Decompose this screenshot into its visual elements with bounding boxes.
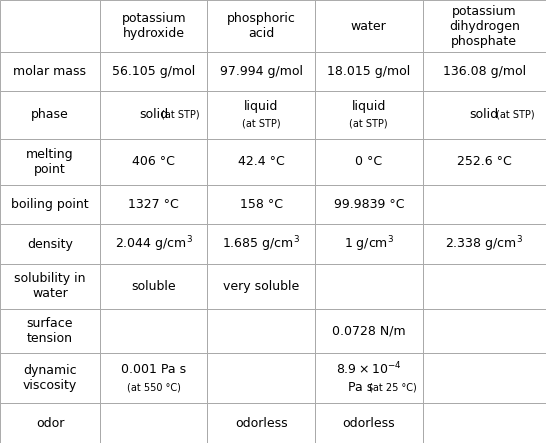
Bar <box>0 139 100 185</box>
Text: boiling point: boiling point <box>11 198 89 211</box>
Bar <box>207 52 315 91</box>
Bar <box>207 185 315 225</box>
Bar <box>423 139 546 185</box>
Text: very soluble: very soluble <box>223 280 299 293</box>
Text: (at STP): (at STP) <box>242 118 281 128</box>
Text: odorless: odorless <box>342 416 395 430</box>
Text: (at STP): (at STP) <box>161 110 200 120</box>
Bar <box>207 0 315 52</box>
Text: liquid: liquid <box>244 100 278 113</box>
Text: phase: phase <box>31 109 69 121</box>
Bar <box>315 354 423 403</box>
Text: density: density <box>27 238 73 251</box>
Bar <box>207 309 315 354</box>
Bar <box>100 264 207 309</box>
Text: solubility in
water: solubility in water <box>14 272 86 300</box>
Text: liquid: liquid <box>352 100 386 113</box>
Text: dynamic
viscosity: dynamic viscosity <box>23 364 77 392</box>
Text: 1.685 g/cm$^3$: 1.685 g/cm$^3$ <box>222 234 300 254</box>
Text: odor: odor <box>36 416 64 430</box>
Text: potassium
hydroxide: potassium hydroxide <box>121 12 186 40</box>
Text: 56.105 g/mol: 56.105 g/mol <box>112 65 195 78</box>
Bar <box>100 354 207 403</box>
Text: 2.044 g/cm$^3$: 2.044 g/cm$^3$ <box>115 234 193 254</box>
Text: 252.6 °C: 252.6 °C <box>457 155 512 168</box>
Text: (at 550 °C): (at 550 °C) <box>127 382 181 392</box>
Bar <box>423 91 546 139</box>
Text: 42.4 °C: 42.4 °C <box>238 155 284 168</box>
Bar <box>315 225 423 264</box>
Bar <box>207 225 315 264</box>
Text: 18.015 g/mol: 18.015 g/mol <box>327 65 411 78</box>
Text: soluble: soluble <box>132 280 176 293</box>
Bar <box>423 52 546 91</box>
Bar <box>207 91 315 139</box>
Text: 406 °C: 406 °C <box>132 155 175 168</box>
Bar <box>100 91 207 139</box>
Bar <box>315 264 423 309</box>
Bar <box>100 185 207 225</box>
Text: Pa s: Pa s <box>348 381 373 394</box>
Text: phosphoric
acid: phosphoric acid <box>227 12 296 40</box>
Bar <box>315 185 423 225</box>
Bar <box>315 403 423 443</box>
Text: 0.0728 N/m: 0.0728 N/m <box>332 325 406 338</box>
Text: 1 g/cm$^3$: 1 g/cm$^3$ <box>344 234 394 254</box>
Bar <box>207 139 315 185</box>
Bar <box>207 403 315 443</box>
Text: water: water <box>351 19 387 33</box>
Text: 0.001 Pa s: 0.001 Pa s <box>121 363 186 376</box>
Text: melting
point: melting point <box>26 148 74 175</box>
Bar <box>207 354 315 403</box>
Bar <box>0 403 100 443</box>
Text: 158 °C: 158 °C <box>240 198 283 211</box>
Bar <box>100 225 207 264</box>
Text: molar mass: molar mass <box>14 65 86 78</box>
Bar <box>0 309 100 354</box>
Text: 99.9839 °C: 99.9839 °C <box>334 198 404 211</box>
Text: solid: solid <box>470 109 499 121</box>
Bar <box>207 264 315 309</box>
Bar <box>315 52 423 91</box>
Text: 97.994 g/mol: 97.994 g/mol <box>219 65 302 78</box>
Text: (at STP): (at STP) <box>496 110 535 120</box>
Bar <box>0 0 100 52</box>
Bar <box>0 91 100 139</box>
Bar <box>315 91 423 139</box>
Text: (at 25 °C): (at 25 °C) <box>369 382 417 392</box>
Bar <box>423 403 546 443</box>
Text: $8.9\times10^{-4}$: $8.9\times10^{-4}$ <box>336 361 402 377</box>
Bar <box>0 52 100 91</box>
Text: 136.08 g/mol: 136.08 g/mol <box>443 65 526 78</box>
Text: 0 °C: 0 °C <box>355 155 382 168</box>
Bar <box>423 354 546 403</box>
Text: surface
tension: surface tension <box>27 317 73 345</box>
Bar <box>315 139 423 185</box>
Text: (at STP): (at STP) <box>349 118 388 128</box>
Bar <box>315 0 423 52</box>
Bar <box>0 225 100 264</box>
Bar <box>100 309 207 354</box>
Text: 1327 °C: 1327 °C <box>128 198 179 211</box>
Text: odorless: odorless <box>235 416 288 430</box>
Bar <box>100 139 207 185</box>
Text: 2.338 g/cm$^3$: 2.338 g/cm$^3$ <box>446 234 523 254</box>
Bar <box>0 354 100 403</box>
Bar <box>0 185 100 225</box>
Text: potassium
dihydrogen
phosphate: potassium dihydrogen phosphate <box>449 5 520 48</box>
Bar <box>100 403 207 443</box>
Bar <box>423 309 546 354</box>
Text: solid: solid <box>139 109 168 121</box>
Bar <box>315 309 423 354</box>
Bar <box>100 52 207 91</box>
Bar <box>0 264 100 309</box>
Bar <box>423 225 546 264</box>
Bar <box>423 264 546 309</box>
Bar <box>100 0 207 52</box>
Bar <box>423 0 546 52</box>
Bar <box>423 185 546 225</box>
